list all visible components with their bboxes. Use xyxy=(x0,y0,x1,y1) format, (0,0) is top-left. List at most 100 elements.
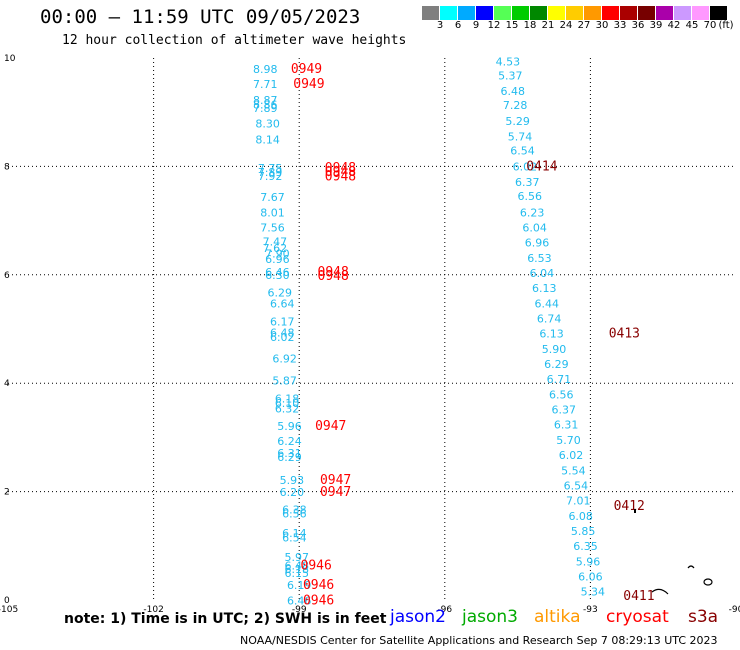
wave-height-label: 6.13 xyxy=(532,282,557,295)
y-tick-label: 2 xyxy=(4,488,10,498)
wave-height-label: 7.89 xyxy=(253,102,278,115)
y-tick-label: 6 xyxy=(4,271,10,281)
wave-height-label: 7.92 xyxy=(258,170,283,183)
x-tick-label: -96 xyxy=(437,605,452,615)
wave-height-label: 6.19 xyxy=(287,579,312,592)
wave-height-label: 6.37 xyxy=(515,176,540,189)
legend-swatch xyxy=(692,6,709,20)
wave-height-label: 8.30 xyxy=(255,117,280,130)
wave-height-label: 6.56 xyxy=(282,508,307,521)
time-label: 0946 xyxy=(303,593,334,608)
legend-label: 3 xyxy=(436,20,444,31)
wave-height-label: 6.14 xyxy=(282,527,307,540)
chart-title: 00:00 – 11:59 UTC 09/05/2023 xyxy=(40,6,361,28)
time-label: 0949 xyxy=(291,62,322,77)
wave-height-label: 6.10 xyxy=(275,397,300,410)
legend-label: 33 xyxy=(613,20,627,31)
wave-height-label: 5.70 xyxy=(556,434,581,447)
legend-label: 9 xyxy=(472,20,480,31)
island-mark xyxy=(634,509,636,513)
legend-swatch xyxy=(566,6,583,20)
wave-height-label: 6.56 xyxy=(517,190,542,203)
time-label: 0948 xyxy=(318,265,349,280)
legend-swatch xyxy=(620,6,637,20)
time-label: 0414 xyxy=(526,160,557,175)
time-label: 0948 xyxy=(325,169,356,184)
wave-height-label: 7.67 xyxy=(260,191,285,204)
legend-label: 42 xyxy=(667,20,681,31)
wave-height-label: 5.97 xyxy=(285,551,310,564)
satellite-label-s3a: s3a xyxy=(688,607,719,627)
legend-swatch xyxy=(656,6,673,20)
wave-height-label: 6.02 xyxy=(559,449,584,462)
time-label: 0946 xyxy=(301,559,332,574)
legend-swatch xyxy=(512,6,529,20)
time-label: 0946 xyxy=(303,578,334,593)
wave-height-label: 6.15 xyxy=(285,567,310,580)
legend-swatch xyxy=(584,6,601,20)
wave-height-label: 5.29 xyxy=(505,115,530,128)
legend-label: 15 xyxy=(505,20,519,31)
wave-height-label: 6.54 xyxy=(282,531,307,544)
legend-label: 24 xyxy=(559,20,573,31)
wave-height-label: 6.96 xyxy=(265,253,290,266)
wave-height-label: 6.32 xyxy=(275,402,300,415)
wave-height-label: 6.13 xyxy=(539,328,564,341)
satellite-label-jason2: jason2 xyxy=(390,607,446,627)
note-text: note: 1) Time is in UTC; 2) SWH is in fe… xyxy=(64,611,387,627)
legend-label: 45 xyxy=(685,20,699,31)
legend-unit: (ft) xyxy=(718,20,734,31)
wave-height-label: 5.87 xyxy=(272,374,297,387)
wave-height-label: 6.48 xyxy=(270,327,295,340)
wave-height-label: 5.34 xyxy=(581,586,606,599)
legend-swatch xyxy=(638,6,655,20)
wave-height-label: 7.28 xyxy=(503,99,528,112)
time-label: 0947 xyxy=(315,419,346,434)
wave-height-label: 6.17 xyxy=(270,316,295,329)
wave-height-label: 6.74 xyxy=(537,312,562,325)
wave-height-label: 8.01 xyxy=(260,206,285,219)
wave-height-label: 7.01 xyxy=(566,495,591,508)
legend-label: 70 xyxy=(703,20,717,31)
wave-height-label: 5.90 xyxy=(542,343,567,356)
wave-height-label: 8.98 xyxy=(253,63,278,76)
time-label: 0411 xyxy=(623,589,654,604)
satellite-label-jason3: jason3 xyxy=(462,607,518,627)
legend-swatch xyxy=(440,6,457,20)
wave-height-label: 8.86 xyxy=(253,98,278,111)
wave-height-label: 6.53 xyxy=(527,252,552,265)
time-label: 0949 xyxy=(293,77,324,92)
chart-subtitle: 12 hour collection of altimeter wave hei… xyxy=(62,33,407,48)
time-label: 0948 xyxy=(325,165,356,180)
wave-height-label: 6.44 xyxy=(534,297,559,310)
wave-height-label: 6.29 xyxy=(544,358,569,371)
wave-height-label: 6.04 xyxy=(530,267,555,280)
legend-swatch xyxy=(530,6,547,20)
x-tick-label: -90 xyxy=(729,605,740,615)
time-label: 0947 xyxy=(320,473,351,488)
x-tick-label: -102 xyxy=(143,605,163,615)
y-tick-label: 8 xyxy=(4,162,10,172)
wave-height-label: 6.08 xyxy=(568,510,593,523)
x-tick-label: -99 xyxy=(292,605,307,615)
wave-height-label: 6.48 xyxy=(285,560,310,573)
legend-swatch xyxy=(602,6,619,20)
wave-height-label: 6.37 xyxy=(551,404,576,417)
coastline-mark xyxy=(651,565,713,595)
legend-swatch xyxy=(458,6,475,20)
wave-height-label: 5.96 xyxy=(277,420,302,433)
wave-height-label: 6.54 xyxy=(510,144,535,157)
wave-height-label: 6.29 xyxy=(268,286,293,299)
y-tick-label: 4 xyxy=(4,379,10,389)
legend-label: 30 xyxy=(595,20,609,31)
wave-height-label: 4.53 xyxy=(496,56,521,69)
wave-height-label: 7.75 xyxy=(258,162,283,175)
y-tick-label: 10 xyxy=(4,54,16,64)
legend-swatch xyxy=(494,6,511,20)
legend-label: 6 xyxy=(454,20,462,31)
wave-height-label: 7.62 xyxy=(263,242,288,255)
time-label: 0947 xyxy=(320,485,351,500)
time-label: 0948 xyxy=(325,161,356,176)
legend-label: 12 xyxy=(487,20,501,31)
footer-credit: NOAA/NESDIS Center for Satellite Applica… xyxy=(240,634,718,647)
